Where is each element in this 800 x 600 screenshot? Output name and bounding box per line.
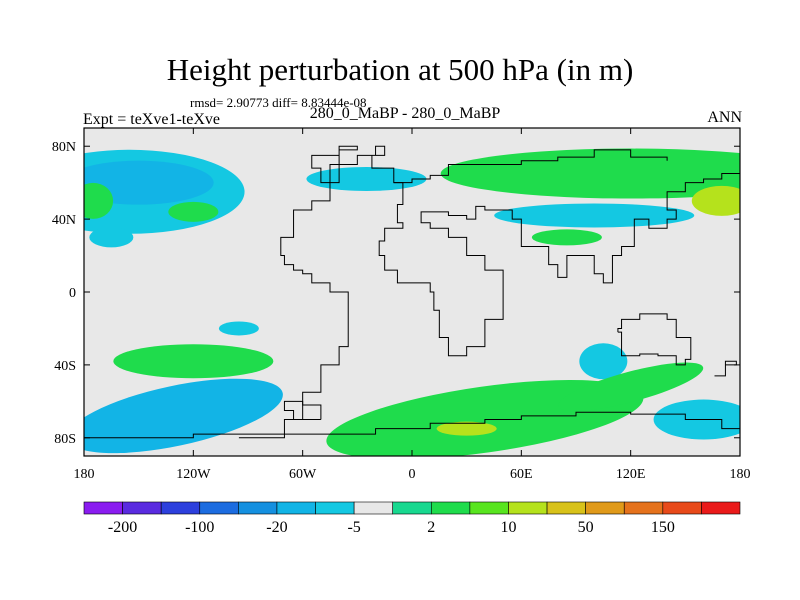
colorbar-label: -5 xyxy=(347,519,360,536)
colorbar-swatch xyxy=(315,501,355,515)
coastline xyxy=(714,360,737,377)
contour-region xyxy=(558,362,704,411)
contour-region xyxy=(113,344,274,379)
contour-region xyxy=(84,160,214,205)
y-tick-label: 40N xyxy=(52,213,76,228)
coastline xyxy=(238,145,740,439)
colorbar-label: 2 xyxy=(427,519,435,536)
colorbar-label: 10 xyxy=(500,519,516,536)
coastline xyxy=(393,149,668,184)
contour-region xyxy=(84,182,114,219)
colorbar-label: -100 xyxy=(185,519,214,536)
y-axis: 80N 40N 0 40S 80S xyxy=(52,140,740,447)
x-tick-label: 120E xyxy=(616,467,646,482)
colorbar-swatch xyxy=(392,501,432,515)
y-tick-label: 0 xyxy=(69,286,76,301)
x-tick-label: 60W xyxy=(289,467,317,482)
colorbar-label: 50 xyxy=(578,519,594,536)
colorbar-swatch xyxy=(353,501,394,515)
colorbar-swatch xyxy=(585,501,625,515)
colorbar-label: -200 xyxy=(108,519,137,536)
contour-region xyxy=(579,343,628,380)
x-tick-label: 60E xyxy=(510,467,533,482)
coastline xyxy=(617,313,692,366)
colorbar-swatch xyxy=(623,501,664,515)
contour-region xyxy=(436,421,497,436)
left-label: Expt = teXve1-teXve xyxy=(83,111,220,128)
colorbar: -200 -100 -20 -5 2 10 50 150 xyxy=(83,501,741,536)
colorbar-swatch xyxy=(662,501,702,515)
y-tick-label: 80S xyxy=(54,432,76,447)
colorbar-swatch xyxy=(122,501,162,515)
right-label: ANN xyxy=(707,109,742,126)
coastline xyxy=(283,400,322,421)
coastline xyxy=(311,145,358,184)
stats-text: rmsd= 2.90773 diff= 8.83444e-08 xyxy=(190,95,367,110)
colorbar-swatch xyxy=(701,501,741,515)
coastlines xyxy=(84,145,740,439)
colorbar-swatch xyxy=(160,501,201,515)
x-axis: 180 120W 60W 0 60E 120E 180 xyxy=(74,128,751,482)
contour-region xyxy=(306,167,427,192)
contour-region xyxy=(440,148,740,199)
colorbar-label: 150 xyxy=(651,519,675,536)
contour-region xyxy=(494,203,695,228)
coastline xyxy=(84,411,740,439)
colorbar-swatch xyxy=(276,501,316,515)
colorbar-swatch xyxy=(83,501,123,515)
colorbar-swatch xyxy=(546,501,586,515)
colorbar-swatch xyxy=(238,501,278,515)
contour-region xyxy=(89,227,134,248)
contour-region xyxy=(531,229,602,246)
x-tick-label: 180 xyxy=(730,467,751,482)
y-tick-label: 80N xyxy=(52,140,76,155)
colorbar-label: -20 xyxy=(266,519,287,536)
y-tick-label: 40S xyxy=(54,359,76,374)
center-label: 280_0_MaBP - 280_0_MaBP xyxy=(309,105,501,122)
chart-title: Height perturbation at 500 hPa (in m) xyxy=(166,52,634,87)
contour-region xyxy=(218,321,259,336)
x-tick-label: 120W xyxy=(176,467,211,482)
contour-regions xyxy=(84,148,740,456)
x-tick-label: 0 xyxy=(409,467,416,482)
colorbar-swatch xyxy=(430,501,471,515)
colorbar-swatch xyxy=(469,501,509,515)
contour-region xyxy=(84,378,283,454)
colorbar-swatch xyxy=(508,501,548,515)
colorbar-swatch xyxy=(199,501,239,515)
contour-region xyxy=(168,201,219,222)
contour-region xyxy=(691,185,740,216)
x-tick-label: 180 xyxy=(74,467,95,482)
